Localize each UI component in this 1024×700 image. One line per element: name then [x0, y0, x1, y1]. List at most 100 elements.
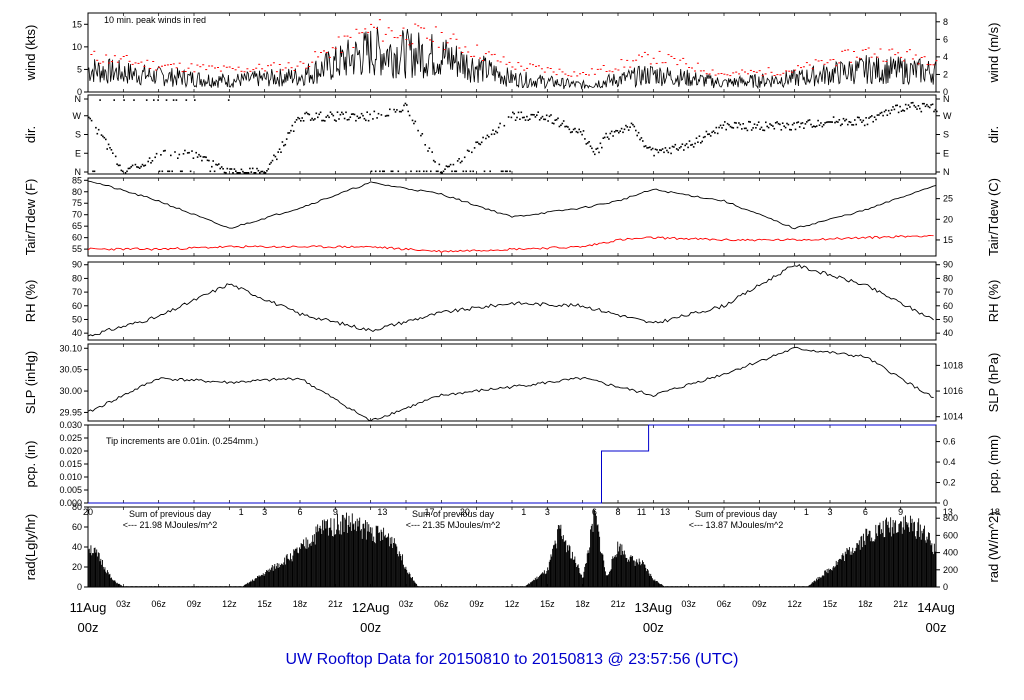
rad-bar — [457, 586, 458, 587]
dir-point — [916, 108, 918, 110]
rad-bar — [566, 552, 568, 587]
rad-bar — [510, 586, 511, 587]
rad-bar — [803, 586, 805, 587]
rad-bar — [121, 586, 123, 587]
rad-bar — [888, 527, 890, 587]
rad-bar — [186, 586, 187, 587]
rad-bar — [351, 530, 352, 587]
rad-bar — [770, 586, 772, 587]
dir-point — [352, 113, 354, 115]
dir-point — [408, 114, 411, 117]
rad-bar — [741, 586, 743, 587]
temp-ytick-label-left: 65 — [72, 221, 82, 231]
wind-peak-mark — [490, 54, 493, 56]
rad-bar — [576, 565, 578, 587]
rad-bar — [598, 531, 600, 587]
dir-point — [653, 154, 655, 157]
rad-bar — [163, 586, 164, 587]
dir-point — [240, 168, 243, 171]
hour-tick-label: 18z — [293, 599, 308, 609]
rad-bar — [697, 586, 698, 587]
rad-bar — [897, 532, 899, 587]
rh-ytick-label-right: 80 — [943, 273, 953, 283]
dir-point — [690, 144, 692, 146]
rad-bar — [116, 583, 117, 587]
dir-point — [179, 170, 182, 173]
rad-bar — [91, 555, 93, 587]
wind-peak-mark — [349, 36, 352, 38]
rad-bar — [703, 586, 705, 587]
rad-bar — [802, 586, 804, 587]
rad-bar — [636, 559, 638, 587]
rad-bar — [303, 539, 305, 587]
rad-bar — [752, 586, 753, 587]
dir-point — [845, 118, 848, 121]
hour-tick-label: 09z — [187, 599, 202, 609]
dir-point — [93, 170, 96, 173]
rad-bar — [554, 540, 556, 587]
dir-point — [468, 150, 470, 152]
wind-peak-mark — [664, 62, 667, 64]
rad-bar — [342, 515, 344, 587]
dir-point — [287, 132, 289, 134]
wind-peak-mark — [134, 62, 137, 64]
dir-point — [336, 111, 339, 113]
rad-bar — [355, 531, 357, 587]
wind-peak-mark — [523, 69, 526, 71]
rad-bar — [246, 583, 248, 587]
rad-bar — [490, 586, 491, 587]
rad-bar — [221, 586, 223, 587]
rad-bar — [716, 586, 717, 587]
rad-bar — [605, 575, 607, 587]
rad-ytick-label-left: 60 — [72, 522, 82, 532]
rad-bar — [725, 586, 726, 587]
dir-point — [492, 129, 494, 131]
dir-point — [325, 116, 327, 118]
rad-hour-marker: 9 — [333, 507, 338, 517]
rad-bar — [275, 568, 277, 587]
rad-bar — [381, 531, 383, 587]
rad-bar — [793, 586, 795, 587]
rad-bar — [859, 549, 861, 587]
dir-point — [883, 110, 886, 113]
dir-point — [103, 136, 106, 139]
dir-point — [692, 146, 695, 148]
rad-bar — [210, 586, 212, 587]
wind-peak-mark — [676, 64, 679, 66]
wind-peak-mark — [222, 65, 225, 67]
rad-bar — [267, 569, 269, 587]
dir-point — [625, 124, 627, 127]
rad-bar — [209, 586, 210, 587]
rad-bar — [756, 586, 758, 587]
dir-point — [129, 167, 131, 170]
rad-bar — [574, 556, 576, 587]
rad-bar — [620, 555, 622, 587]
rad-bar — [468, 586, 470, 587]
dir-point — [141, 163, 144, 166]
wind-peak-mark — [116, 61, 119, 63]
rad-bar — [531, 581, 533, 587]
rad-bar — [369, 527, 371, 587]
wind-peak-mark — [850, 61, 852, 63]
date-label: 13Aug — [635, 600, 673, 615]
dir-point — [822, 124, 825, 126]
dir-point — [848, 121, 850, 123]
rad-bar — [182, 586, 183, 587]
rad-note-label: Sum of previous day — [129, 509, 212, 519]
dir-point — [144, 164, 147, 167]
rad-bar — [731, 586, 732, 587]
dir-point — [708, 133, 711, 135]
wind-ytick-label-left: 5 — [77, 64, 82, 74]
rad-ytick-label-left: 80 — [72, 502, 82, 512]
rad-bar — [766, 586, 767, 587]
rad-bar — [304, 546, 305, 587]
wind-peak-mark — [149, 68, 152, 69]
wind-peak-mark — [579, 73, 582, 75]
hour-tick-label: 21z — [893, 599, 908, 609]
rad-bar — [730, 586, 731, 587]
wind-peak-mark — [744, 71, 746, 73]
dir-ytick-label-left: N — [75, 167, 82, 177]
rad-bar — [446, 586, 448, 587]
wind-peak-mark — [493, 53, 496, 55]
rad-bar — [429, 586, 430, 587]
